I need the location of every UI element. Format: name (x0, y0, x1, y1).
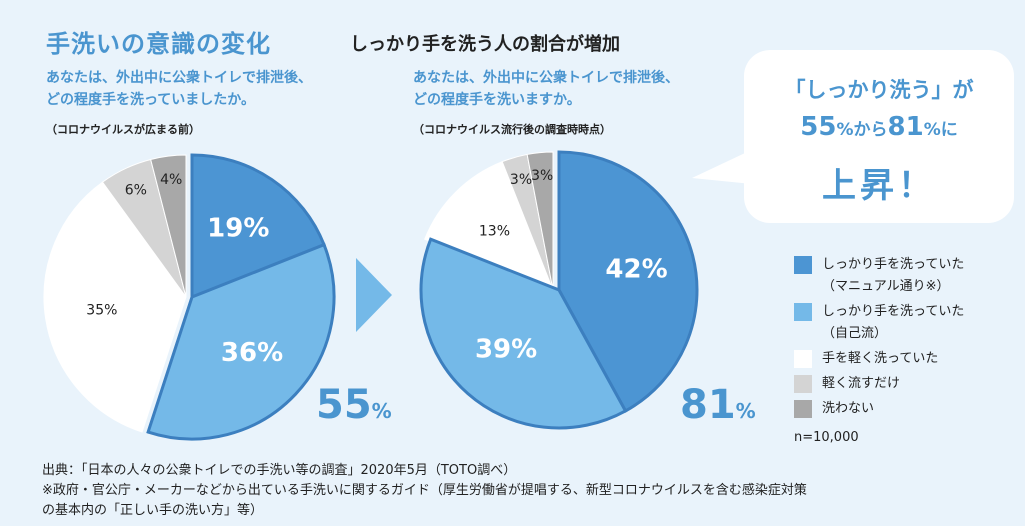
chart2-label-manual: 42% (605, 255, 667, 285)
chart1-slice-own (146, 242, 336, 441)
callout-to-value: 81 (887, 112, 924, 142)
chart1-question: あなたは、外出中に公衆トイレで排泄後、 どの程度手を洗っていましたか。 (46, 67, 312, 111)
chart1-label-none: 4% (160, 172, 182, 188)
chart1-total-unit: % (371, 399, 392, 423)
sample-size: n=10,000 (794, 430, 859, 445)
callout-from-value: 55 (800, 112, 837, 142)
callout-line1: 「しっかり洗う」が (784, 78, 974, 102)
legend-swatch-light (794, 350, 812, 368)
callout-line3: 上昇！ (822, 166, 936, 206)
legend-label-manual-line1: しっかり手を洗っていた (822, 257, 965, 272)
source-line-2: ※政府・官公庁・メーカーなどから出ている手洗いに関するガイド（厚生労働省が提唱す… (42, 483, 807, 498)
legend-swatch-own (794, 303, 812, 321)
chart2-slice-none (526, 151, 554, 291)
legend-swatch-none (794, 400, 812, 418)
page-subtitle: しっかり手を洗う人の割合が増加 (350, 34, 620, 55)
legend-item-own: しっかり手を洗っていた （自己流） (822, 301, 964, 345)
chart2-note: （コロナウイルス流行後の調査時時点） (413, 123, 611, 136)
chart1-total: 55% (316, 382, 392, 428)
chart1-label-manual: 19% (207, 213, 269, 243)
chart2-total-value: 81 (680, 382, 736, 428)
chart2-slice-manual (557, 150, 699, 413)
chart1-slice-light (43, 181, 187, 433)
legend-label-own-line1: しっかり手を洗っていた (822, 304, 965, 319)
chart2-question-line1: あなたは、外出中に公衆トイレで排泄後、 (413, 70, 679, 86)
chart1-label-light: 35% (86, 302, 117, 318)
chart2-slice-light (424, 161, 554, 291)
callout-line2: 55%から81%に (744, 112, 1014, 142)
chart1-slice-manual (190, 153, 326, 300)
legend-label-manual-line2: （マニュアル通り※） (822, 279, 950, 294)
chart2-label-rinse: 3% (510, 172, 532, 188)
callout-to-unit: %に (923, 120, 958, 140)
chart1-label-own: 36% (221, 338, 283, 368)
legend-item-manual: しっかり手を洗っていた （マニュアル通り※） (822, 254, 964, 298)
callout-bubble (744, 50, 1014, 223)
chart1-question-line2: どの程度手を洗っていましたか。 (46, 92, 256, 108)
legend-swatch-rinse (794, 375, 812, 393)
chart1-slice-none (150, 154, 187, 298)
chart2-label-own: 39% (475, 335, 537, 365)
chart2-question-line2: どの程度手を洗いますか。 (413, 92, 581, 108)
legend-label-rinse: 軽く流すだけ (822, 376, 901, 391)
chart1-question-line1: あなたは、外出中に公衆トイレで排泄後、 (46, 70, 312, 86)
source-line-1: 出典：「日本の人々の公衆トイレでの手洗い等の調査」2020年5月（TOTO調べ） (42, 463, 517, 478)
legend-label-none: 洗わない (822, 401, 875, 416)
chart1-label-rinse: 6% (125, 182, 147, 198)
arrow-right-icon (356, 258, 392, 332)
page-title: 手洗いの意識の変化 (46, 30, 271, 58)
legend-label-light: 手を軽く洗っていた (822, 351, 939, 366)
legend-label-own-line2: （自己流） (822, 326, 888, 341)
chart2-slice-own (419, 237, 628, 430)
chart1-note: （コロナウイルスが広まる前） (46, 123, 200, 136)
callout-from-unit: %から (836, 120, 888, 140)
legend-swatch-manual (794, 256, 812, 274)
chart2-total-unit: % (735, 399, 756, 423)
chart2-question: あなたは、外出中に公衆トイレで排泄後、 どの程度手を洗いますか。 (413, 67, 679, 111)
source-line-3: の基本内の「正しい手の洗い方」等） (42, 503, 264, 518)
chart2-label-light: 13% (479, 223, 510, 239)
chart2-total: 81% (680, 382, 756, 428)
chart2-label-none: 3% (531, 168, 553, 184)
chart1-total-value: 55 (316, 382, 372, 428)
